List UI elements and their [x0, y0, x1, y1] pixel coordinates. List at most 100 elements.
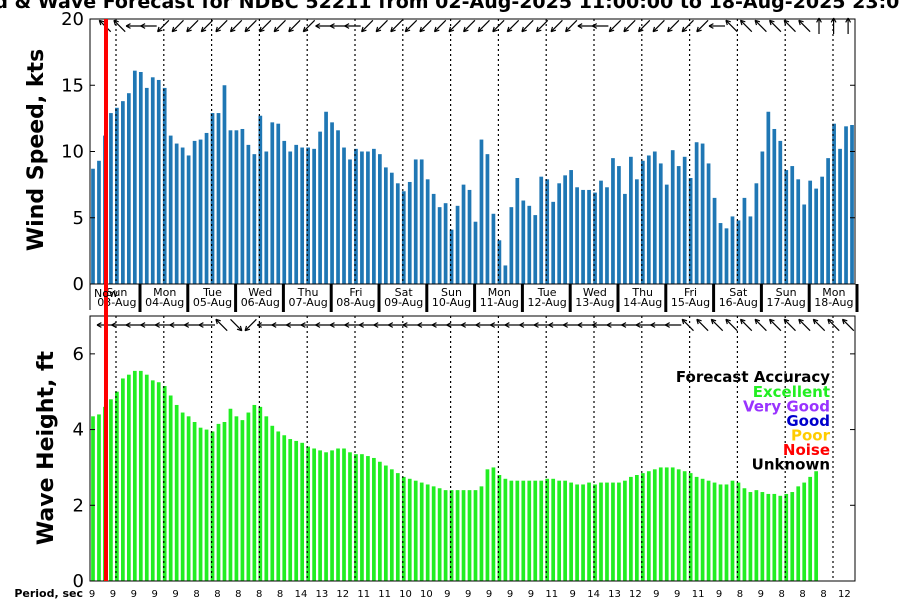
wind-direction-arrow — [375, 19, 388, 33]
wind-bar — [629, 156, 633, 284]
wave-bar — [407, 478, 412, 581]
period-value: 9 — [444, 589, 450, 600]
wave-bar — [509, 480, 514, 581]
y-tick-label: 0 — [73, 571, 84, 592]
wave-bar — [150, 380, 155, 581]
wind-direction-arrow — [448, 19, 461, 33]
wind-bar — [150, 77, 155, 284]
wave-direction-arrow — [198, 322, 215, 328]
wind-direction-arrow — [315, 23, 332, 29]
period-value: 8 — [799, 589, 805, 600]
wave-bar — [736, 482, 741, 581]
wave-bar — [354, 454, 358, 581]
date-label: 09-Aug — [384, 296, 423, 309]
wave-bar — [754, 490, 759, 581]
wave-bar — [383, 465, 388, 581]
wind-bar — [360, 151, 364, 284]
wind-bar — [455, 205, 460, 284]
wave-bar — [503, 478, 508, 581]
day-of-week-label: Sun — [441, 286, 462, 299]
wind-bar — [575, 187, 579, 284]
wave-bar — [126, 374, 131, 581]
wave-bar — [252, 404, 257, 581]
wave-bar — [121, 378, 125, 581]
wave-bar — [216, 423, 221, 581]
wave-plot-frame — [89, 315, 856, 582]
period-value: 8 — [779, 589, 785, 600]
wave-bar — [599, 482, 603, 581]
wave-direction-arrow — [286, 322, 303, 328]
wind-day-gridlines — [115, 19, 834, 284]
wave-bar — [491, 467, 496, 581]
wave-bar — [318, 450, 322, 581]
wind-bar — [844, 126, 848, 284]
period-value: 12 — [838, 589, 851, 600]
period-value: 13 — [316, 589, 329, 600]
wave-bar — [395, 473, 400, 581]
wave-bar — [730, 480, 735, 581]
wind-bar — [682, 156, 687, 284]
wave-height-panel: Wave Height, ft 0 2 4 6 Forecast AccuracyEx… — [14, 315, 856, 600]
wind-direction-arrow — [608, 19, 622, 33]
wave-bar — [706, 480, 711, 581]
wave-direction-arrow — [681, 318, 694, 332]
wave-bar — [772, 493, 777, 581]
wind-bar — [712, 197, 717, 285]
wind-bar — [491, 213, 496, 284]
wind-bar — [174, 143, 179, 284]
legend-entry: Poor — [791, 427, 831, 445]
wave-bar — [300, 442, 305, 581]
wind-bar — [646, 155, 651, 284]
wind-bar — [473, 221, 478, 284]
wave-bar — [515, 480, 520, 581]
wave-direction-arrow — [504, 322, 521, 328]
wave-bar — [557, 480, 562, 581]
period-value: 8 — [820, 589, 826, 600]
wave-bar — [712, 482, 717, 581]
wave-direction-arrow — [155, 322, 172, 328]
wave-bar — [389, 469, 394, 581]
wave-bar — [742, 488, 747, 581]
wave-direction-arrow — [111, 322, 128, 328]
wave-bar — [569, 482, 573, 581]
wind-bar — [425, 179, 430, 284]
wind-bar — [288, 151, 293, 284]
wind-bar — [306, 147, 310, 284]
period-value: 9 — [653, 589, 659, 600]
wave-direction-arrow — [417, 322, 434, 328]
wind-bar — [521, 200, 526, 284]
wave-bar — [294, 440, 299, 581]
wind-bar — [539, 176, 544, 284]
wind-bar — [336, 130, 340, 284]
date-label: 13-Aug — [575, 296, 614, 309]
wind-direction-arrow — [433, 19, 447, 33]
wave-direction-arrow — [739, 318, 753, 332]
day-of-week-label: Sat — [729, 286, 748, 299]
wind-bar — [479, 139, 484, 284]
wave-bar — [539, 480, 544, 581]
wave-bar — [324, 452, 328, 581]
wind-bar — [497, 240, 502, 284]
wave-bar — [688, 473, 693, 581]
wind-bar — [282, 140, 287, 284]
wave-bar — [180, 412, 185, 581]
wind-direction-arrow — [302, 19, 316, 33]
wind-direction-arrow — [845, 17, 852, 34]
wave-bar — [174, 404, 179, 581]
wave-bar — [575, 484, 579, 581]
wind-bar — [617, 166, 621, 284]
wave-bar — [240, 420, 245, 581]
wave-bar — [658, 467, 663, 581]
date-label: 04-Aug — [145, 296, 184, 309]
wind-direction-arrow — [419, 19, 432, 33]
wind-bar — [515, 178, 520, 284]
wind-bar — [742, 197, 747, 285]
period-value: 9 — [674, 589, 680, 600]
wind-bar — [204, 132, 209, 284]
period-value: 12 — [629, 589, 642, 600]
wave-bar — [670, 467, 675, 581]
wind-direction-arrow — [830, 17, 837, 34]
wind-bar — [222, 85, 227, 284]
wind-bar — [724, 228, 729, 284]
wind-bar — [569, 170, 573, 284]
